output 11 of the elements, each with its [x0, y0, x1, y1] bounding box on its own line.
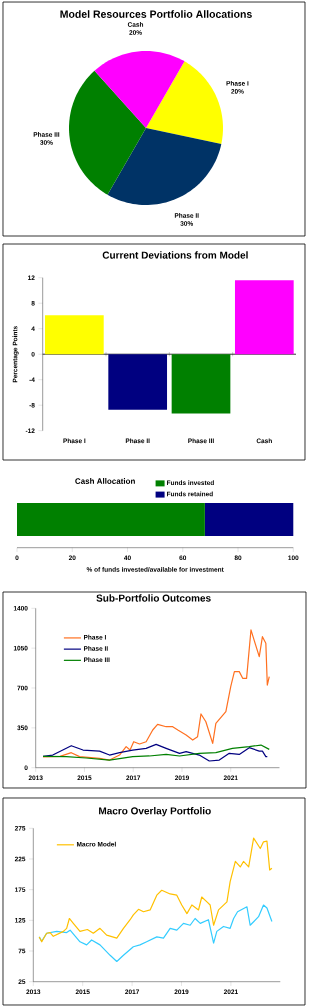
chart-title: Current Deviations from Model — [102, 251, 248, 259]
bar — [108, 354, 168, 410]
chart-title: Cash Allocation — [75, 478, 135, 484]
line-series — [38, 837, 273, 943]
bar — [45, 315, 104, 355]
bar — [171, 354, 231, 414]
chart-title: Sub-Portfolio Outcomes — [96, 594, 211, 602]
line-series — [42, 629, 270, 761]
chart-title: Macro Overlay Portfolio — [99, 807, 211, 817]
bar — [234, 280, 294, 355]
chart-title: Model Resources Portfolio Allocations — [60, 10, 252, 18]
